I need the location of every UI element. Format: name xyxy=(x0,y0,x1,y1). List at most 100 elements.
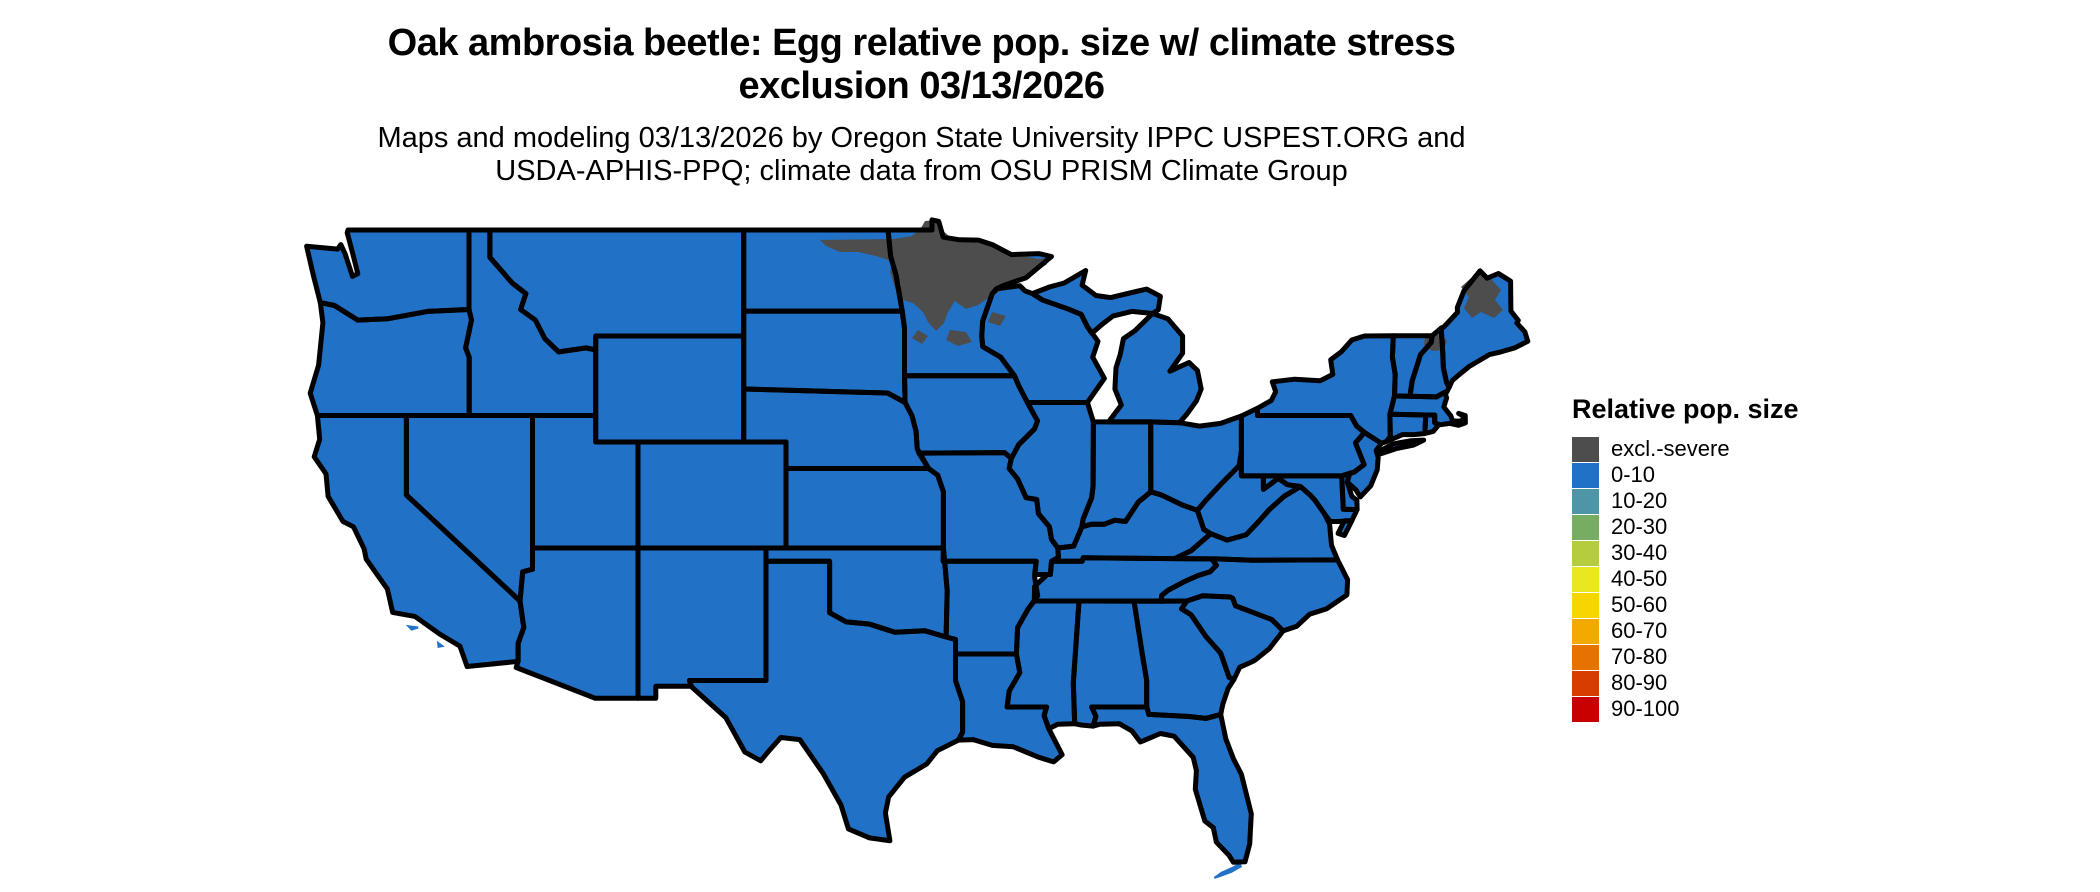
map-title-line2: exclusion 03/13/2026 xyxy=(738,65,1105,107)
state-fill-co xyxy=(638,442,786,548)
state-border-wi xyxy=(979,283,1107,405)
state-fill-il xyxy=(1009,402,1094,548)
legend-label: excl.-severe xyxy=(1611,436,1730,461)
legend-item-90-100: 90-100 xyxy=(1572,696,1799,722)
state-fill-ia xyxy=(904,375,1038,459)
state-fill-ma xyxy=(1389,392,1466,426)
state-fill-wi xyxy=(981,285,1105,403)
legend-swatch xyxy=(1572,592,1599,618)
legend-swatch xyxy=(1572,618,1599,644)
state-border-sc xyxy=(1179,593,1286,683)
legend-item-60-70: 60-70 xyxy=(1572,618,1799,644)
state-fill-ky xyxy=(1051,491,1211,562)
state-fill-sd xyxy=(743,311,906,403)
legend-swatch xyxy=(1572,488,1599,514)
state-fill-id xyxy=(465,230,596,416)
legend-item-excl.-severe: excl.-severe xyxy=(1572,436,1799,462)
island-fill-flkeys xyxy=(1213,862,1243,879)
legend-swatch xyxy=(1572,436,1599,462)
state-fill-nc xyxy=(1161,558,1348,631)
legend-swatch xyxy=(1572,696,1599,722)
state-fill-md xyxy=(1263,475,1358,522)
island-fill-chi1 xyxy=(405,624,419,631)
state-fill-al xyxy=(1073,601,1147,727)
legend-title: Relative pop. size xyxy=(1572,394,1799,424)
state-border-vas xyxy=(1335,518,1355,538)
state-fill-wv xyxy=(1197,451,1301,541)
state-fill-fl xyxy=(1091,707,1252,863)
state-fill-wy xyxy=(595,336,744,442)
state-fill-in xyxy=(1081,421,1151,527)
legend-label: 50-60 xyxy=(1611,592,1668,617)
state-fill-mo xyxy=(918,452,1059,575)
legend-item-80-90: 80-90 xyxy=(1572,670,1799,696)
state-border-nj xyxy=(1344,430,1384,500)
state-fill-nm xyxy=(638,548,766,699)
legend-swatch xyxy=(1572,462,1599,488)
state-fill-ut xyxy=(532,415,638,548)
state-fill-ok xyxy=(766,548,948,637)
excluded-mn-speck-3 xyxy=(912,330,928,344)
state-fill-ks xyxy=(786,468,944,548)
state-border-li xyxy=(1376,437,1427,457)
legend-label: 0-10 xyxy=(1611,462,1656,487)
legend-item-50-60: 50-60 xyxy=(1572,592,1799,618)
state-fill-az xyxy=(516,548,638,699)
legend-swatch xyxy=(1572,670,1599,696)
state-fill-ne xyxy=(743,389,929,469)
excluded-northern-maine xyxy=(1461,275,1503,318)
legend-item-70-80: 70-80 xyxy=(1572,644,1799,670)
figure-subheader: Maps and modeling 03/13/2026 by Oregon S… xyxy=(0,122,1843,188)
map-title-line1: Oak ambrosia beetle: Egg relative pop. s… xyxy=(387,22,1456,64)
map-subtitle-line1: Maps and modeling 03/13/2026 by Oregon S… xyxy=(377,122,1466,154)
state-border-me xyxy=(1438,268,1531,390)
legend-label: 70-80 xyxy=(1611,644,1668,669)
state-fill-ms xyxy=(1007,601,1079,729)
state-fill-ny xyxy=(1257,335,1396,444)
legend-item-40-50: 40-50 xyxy=(1572,566,1799,592)
legend-items: excl.-severe 0-10 10-20 20-30 30-40 40-50 50-6… xyxy=(1572,436,1799,722)
state-fill-va xyxy=(1174,486,1338,561)
state-fill-tx xyxy=(689,561,963,841)
figure-header: Oak ambrosia beetle: Egg relative pop. s… xyxy=(0,22,1843,108)
state-fill-mt xyxy=(489,230,744,352)
state-border-tx xyxy=(686,558,966,844)
legend-item-0-10: 0-10 xyxy=(1572,462,1799,488)
state-border-fl xyxy=(1089,704,1254,865)
map-subtitle-line2: USDA-APHIS-PPQ; climate data from OSU PR… xyxy=(495,155,1348,187)
island-fill-chi2 xyxy=(436,640,445,648)
state-border-miup xyxy=(1029,268,1163,336)
state-border-layer xyxy=(304,217,1531,865)
state-fill-wa xyxy=(306,230,469,321)
state-fill-ca xyxy=(314,415,524,667)
state-fill-or xyxy=(310,302,472,416)
state-fill-milp xyxy=(1108,313,1202,423)
legend-label: 20-30 xyxy=(1611,514,1668,539)
legend-label: 30-40 xyxy=(1611,540,1668,565)
legend-item-30-40: 30-40 xyxy=(1572,540,1799,566)
legend-item-10-20: 10-20 xyxy=(1572,488,1799,514)
legend-swatch xyxy=(1572,566,1599,592)
legend-swatch xyxy=(1572,644,1599,670)
state-fill-oh xyxy=(1150,416,1242,511)
legend-swatch xyxy=(1572,514,1599,540)
state-fill-ar xyxy=(943,548,1038,654)
legend: Relative pop. size excl.-severe 0-10 10-20… xyxy=(1572,394,1799,722)
state-fill-tn xyxy=(1034,557,1217,602)
state-fill-nv xyxy=(406,415,533,601)
legend-label: 80-90 xyxy=(1611,670,1668,695)
legend-label: 60-70 xyxy=(1611,618,1668,643)
legend-label: 90-100 xyxy=(1611,696,1680,721)
legend-swatch xyxy=(1572,540,1599,566)
excluded-mn-speck-1 xyxy=(946,330,972,346)
state-fill-miup xyxy=(1032,270,1161,334)
state-border-milp xyxy=(1106,311,1204,426)
legend-label: 40-50 xyxy=(1611,566,1668,591)
state-fill-pa xyxy=(1241,408,1365,476)
state-fill-ga xyxy=(1134,601,1234,719)
excluded-mn-speck-2 xyxy=(988,312,1006,326)
excluded-north-dakota-strip xyxy=(820,239,894,262)
legend-label: 10-20 xyxy=(1611,488,1668,513)
